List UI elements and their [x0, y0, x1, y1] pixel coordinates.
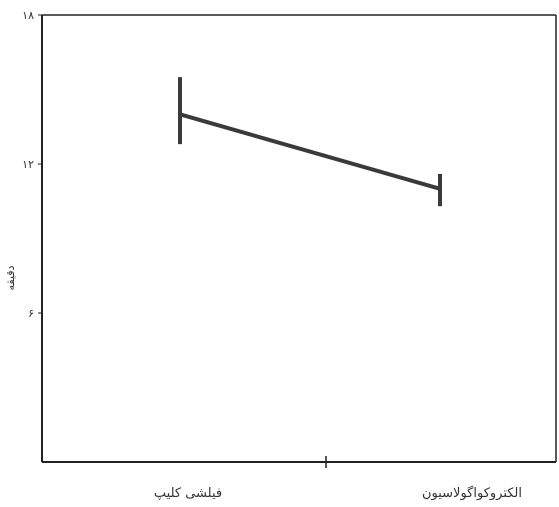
- data-point: [438, 186, 442, 191]
- data-series: [178, 77, 442, 207]
- x-category-label: الکتروکواگولاسیون: [422, 485, 522, 501]
- y-axis-title: دقیقه: [4, 265, 17, 290]
- category-labels: فیلشی کلیپ الکتروکواگولاسیون: [154, 485, 522, 501]
- x-category-label: فیلشی کلیپ: [154, 486, 222, 501]
- y-tick-label: ۶: [28, 307, 34, 320]
- y-tick-label: ۱۲: [22, 158, 34, 171]
- y-axis-ticks: ۶ ۱۲ ۱۸: [22, 9, 42, 320]
- series-line: [179, 112, 441, 191]
- y-tick-label: ۱۸: [22, 9, 34, 22]
- data-point: [178, 112, 182, 117]
- plot-frame: [41, 14, 557, 463]
